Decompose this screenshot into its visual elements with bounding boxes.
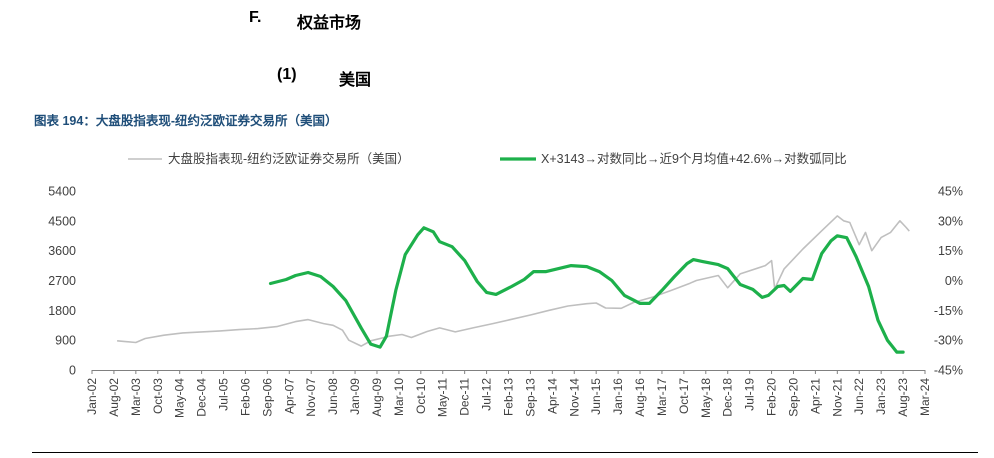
y-left-tick-label: 2700: [48, 274, 76, 288]
legend-label-indicator: X+3143→对数同比→近9个月均值+42.6%→对数弧同比: [541, 151, 847, 166]
y-right-tick-label: -30%: [934, 334, 963, 348]
y-left-tick-label: 4500: [48, 214, 76, 228]
divider: [32, 452, 978, 453]
y-right-tick-label: 0%: [945, 274, 963, 288]
x-tick-label: Apr-14: [545, 378, 559, 414]
chart-legend: 大盘股指表现-纽约泛欧证券交易所（美国） X+3143→对数同比→近9个月均值+…: [128, 151, 847, 166]
x-tick-label: Nov-21: [830, 378, 844, 417]
section-title: 权益市场: [297, 15, 362, 32]
subsection-number: (1): [277, 66, 297, 83]
x-tick-label: Dec-11: [458, 378, 472, 416]
x-tick-label: Jun-15: [589, 378, 603, 415]
x-tick-label: Oct-17: [677, 378, 691, 414]
x-tick-label: Aug-23: [896, 378, 910, 417]
y-left-tick-label: 5400: [48, 185, 76, 199]
x-tick-label: Jan-16: [611, 378, 625, 415]
x-tick-label: Oct-10: [414, 378, 428, 414]
x-tick-label: Jul-19: [743, 378, 757, 411]
chart-axes: Jan-02 Aug-02 Mar-03 Oct-03 May-04 Dec-04 Jul-…: [48, 185, 963, 419]
y-left-tick-label: 3600: [48, 244, 76, 258]
x-tick-label: Jun-08: [326, 378, 340, 415]
x-tick-label: Mar-10: [392, 378, 406, 416]
x-tick-label: Mar-03: [129, 378, 143, 416]
x-tick-label: Jul-12: [480, 378, 494, 411]
legend-label-index: 大盘股指表现-纽约泛欧证券交易所（美国）: [168, 151, 410, 166]
x-tick-label: Feb-20: [765, 378, 779, 416]
x-tick-label: Mar-17: [655, 378, 669, 416]
x-tick-label: May-04: [173, 378, 187, 418]
x-tick-label: Aug-16: [633, 378, 647, 417]
x-tick-label: May-11: [436, 378, 450, 417]
x-tick-label: Jul-05: [217, 378, 231, 411]
x-tick-label: Nov-07: [304, 378, 318, 417]
x-tick-label: Sep-20: [786, 378, 800, 417]
x-tick-label: Sep-13: [523, 378, 537, 417]
y-right-tick-label: 30%: [938, 214, 963, 228]
section-number: F.: [249, 9, 262, 26]
line-chart: 大盘股指表现-纽约泛欧证券交易所（美国） X+3143→对数同比→近9个月均值+…: [48, 151, 963, 419]
x-tick-label: Jan-23: [874, 378, 888, 415]
series-line-index: [117, 215, 910, 347]
y-right-tick-label: 45%: [938, 185, 963, 199]
y-left-tick-label: 900: [55, 334, 76, 348]
x-tick-label: Feb-13: [502, 378, 516, 416]
x-tick-label: Sep-06: [260, 378, 274, 417]
y-left-tick-label: 0: [69, 364, 76, 378]
x-tick-label: Aug-09: [370, 378, 384, 417]
y-right-tick-label: 15%: [938, 244, 963, 258]
subsection-title: 美国: [339, 72, 372, 89]
x-tick-label: Aug-02: [107, 378, 121, 417]
y-right-tick-label: -45%: [934, 364, 963, 378]
x-tick-label: Oct-03: [151, 378, 165, 414]
x-tick-label: May-18: [699, 378, 713, 418]
x-tick-label: Dec-18: [721, 378, 735, 417]
y-right-tick-label: -15%: [934, 304, 963, 318]
x-tick-label: Jan-02: [85, 378, 99, 415]
x-tick-label: Mar-24: [918, 378, 932, 416]
x-tick-label: Nov-14: [567, 378, 581, 417]
x-tick-label: Jun-22: [852, 378, 866, 415]
x-tick-label: Dec-04: [195, 378, 209, 417]
x-tick-label: Apr-21: [808, 378, 822, 414]
x-tick-label: Jan-09: [348, 378, 362, 415]
x-tick-label: Feb-06: [238, 378, 252, 416]
figure-title: 图表 194：大盘股指表现-纽约泛欧证券交易所（美国）: [34, 114, 338, 128]
series-line-indicator: [268, 226, 905, 354]
plot-area: [117, 215, 910, 354]
y-left-tick-label: 1800: [48, 304, 76, 318]
x-tick-label: Apr-07: [282, 378, 296, 414]
